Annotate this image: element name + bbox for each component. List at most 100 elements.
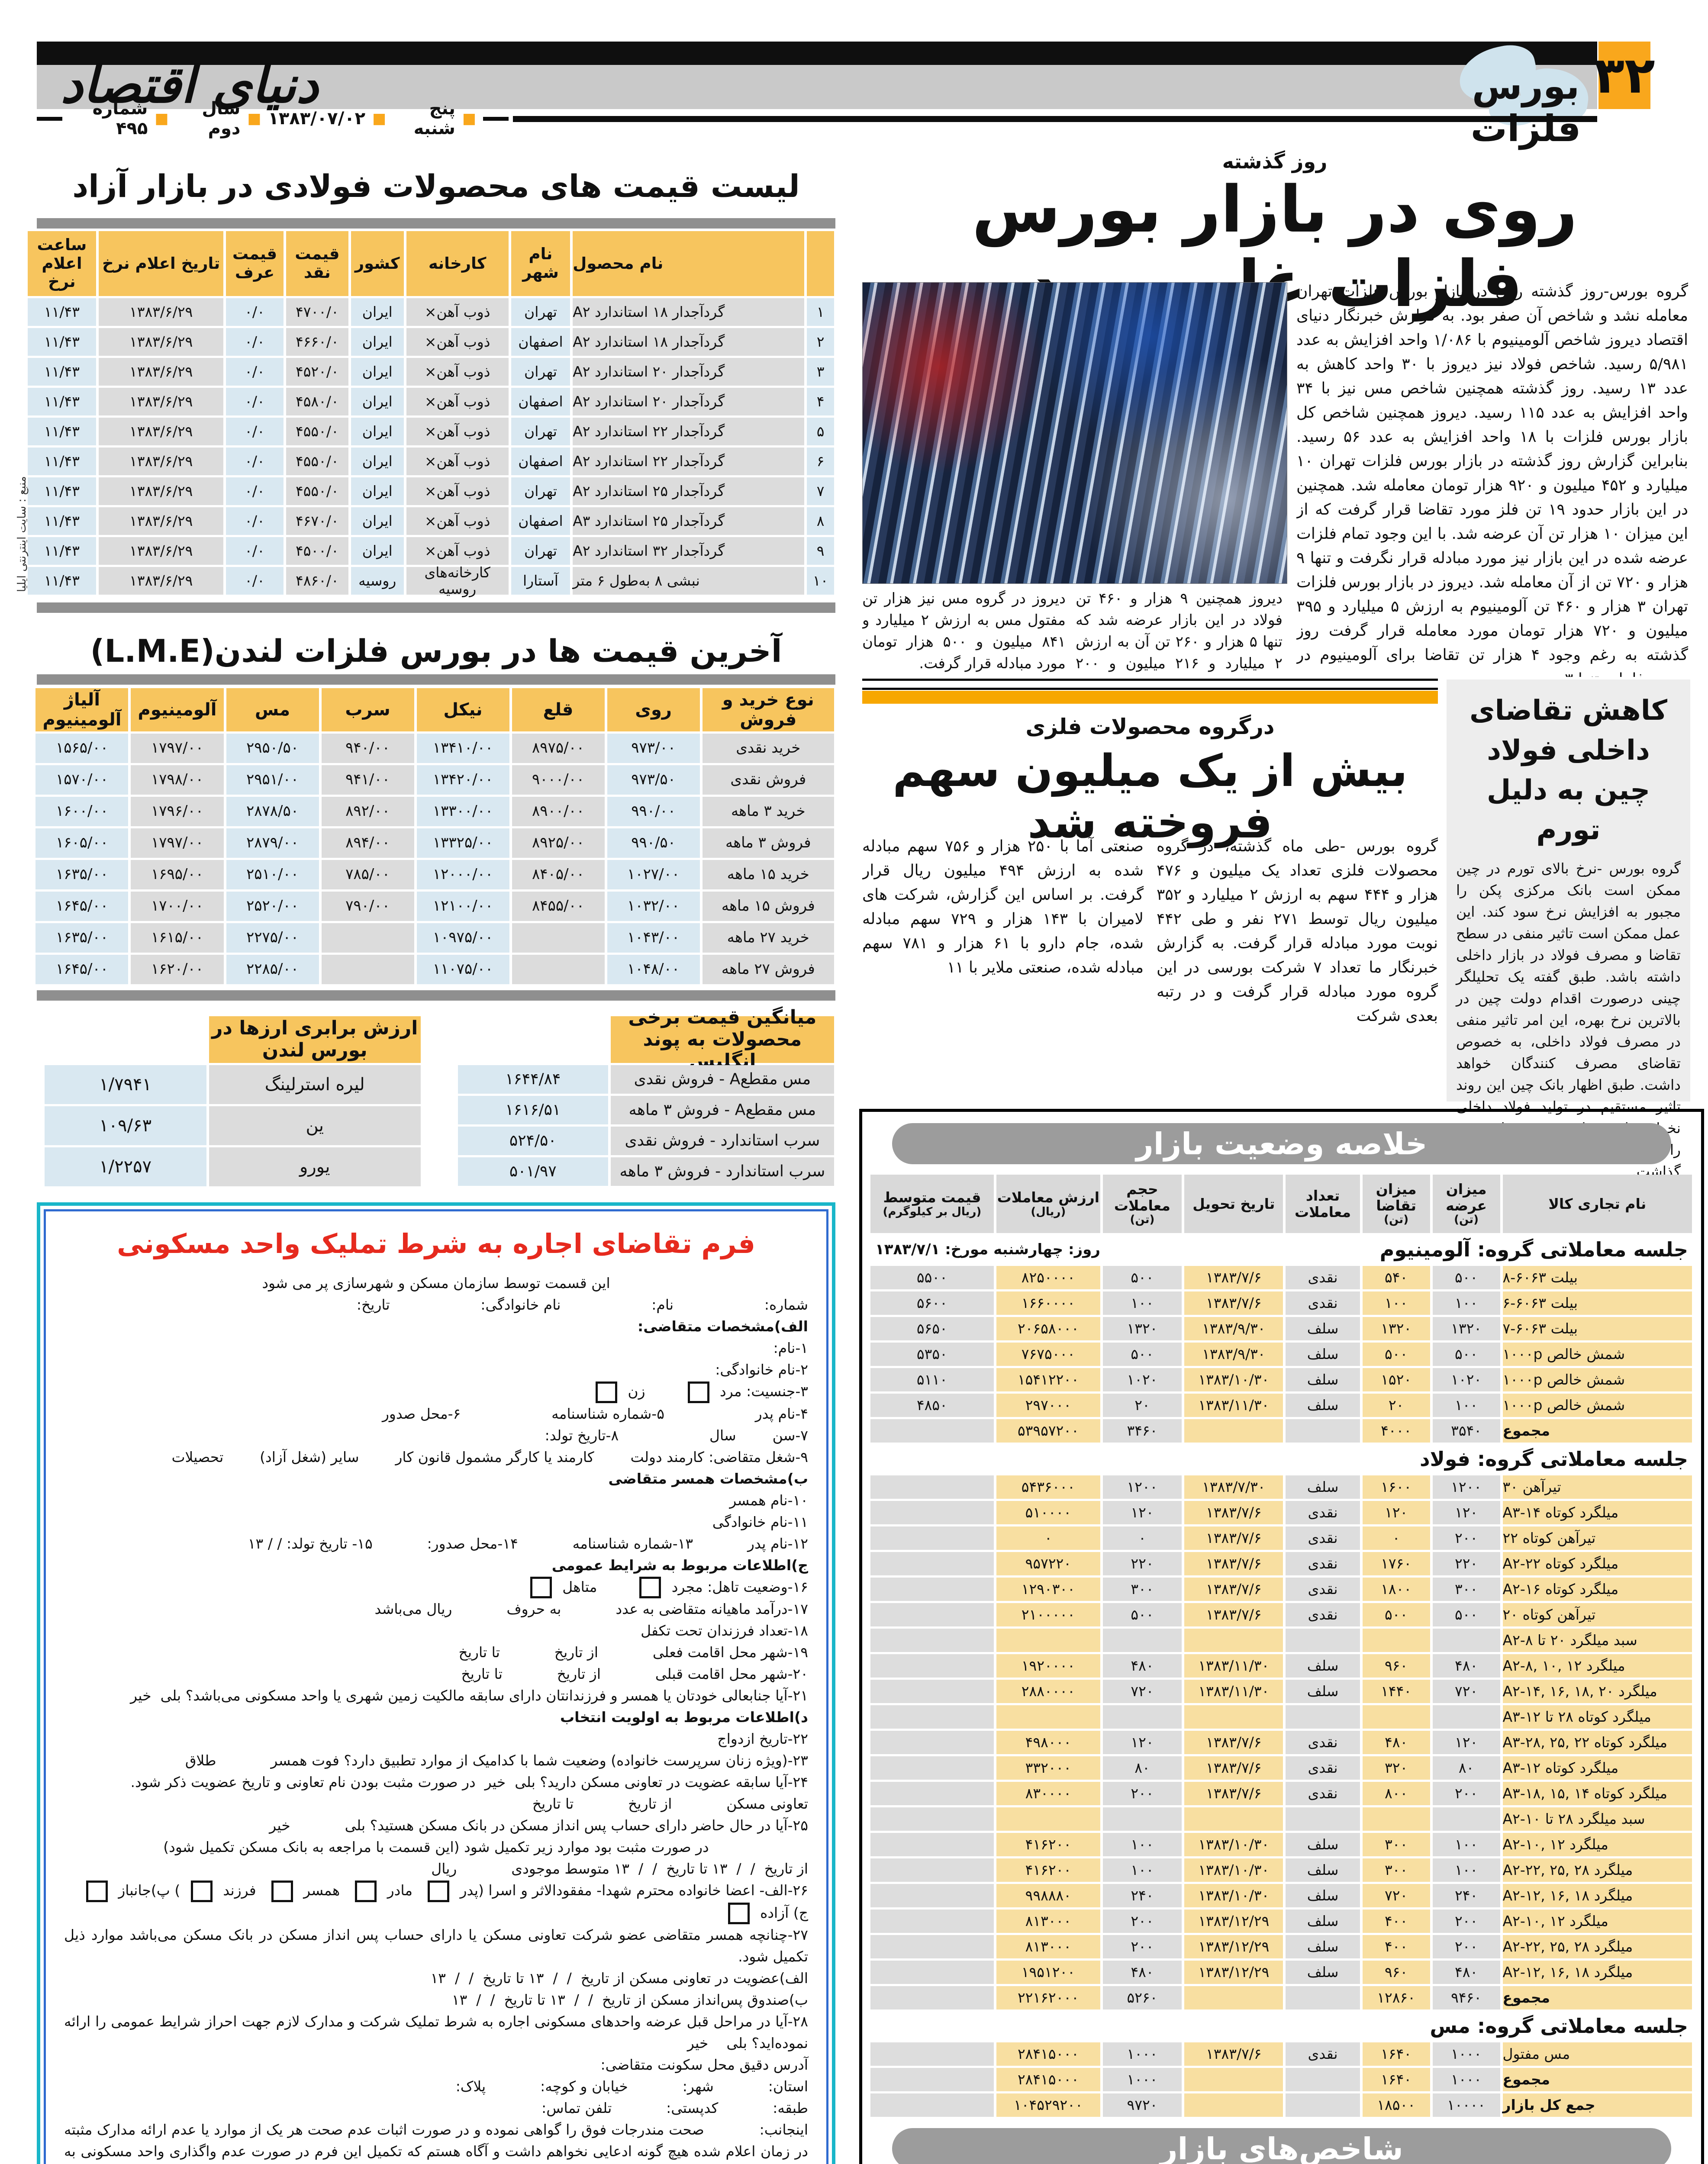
table-row: میلگرد کوتاه ۲۲-A۲ ۲۲۰ ۱۷۶۰ نقدی ۱۳۸۳/۷/۶ ۲۲۰… — [870, 1552, 1693, 1575]
table-cell: میلگرد ۱۸ ,۱۶ ,۱۲-A۲ — [1502, 1884, 1692, 1907]
table-cell: ۱۶۴۵/۰۰ — [35, 955, 129, 984]
table-cell: گردآجدار ۱۸ استاندارد A۲ — [573, 298, 805, 326]
table-cell: میلگرد کوتاه ۱۲-A۳ — [1502, 1756, 1692, 1780]
checkbox[interactable] — [355, 1880, 377, 1902]
checkbox[interactable] — [428, 1880, 450, 1902]
table-cell: ۱۷۹۷/۰۰ — [131, 734, 224, 763]
table-cell: ۳۰۰ — [1362, 1833, 1430, 1856]
table-cell: ۹۴۰/۰۰ — [321, 734, 414, 763]
table-cell: ایران — [351, 328, 404, 356]
table-cell — [321, 955, 414, 984]
checkbox[interactable] — [530, 1577, 552, 1598]
table-cell: روسیه — [351, 567, 404, 595]
table-cell: میلگرد کوتاه ۱۴-A۳ — [1502, 1501, 1692, 1524]
table-cell: تهران — [511, 298, 570, 326]
table-cell — [870, 1910, 994, 1933]
divider-strip — [37, 218, 835, 229]
table-cell — [512, 923, 605, 953]
table-cell: ایران — [351, 388, 404, 415]
table-cell: ۱۶۴۵/۰۰ — [35, 892, 129, 921]
header-rule — [513, 116, 1597, 122]
table-cell: میلگرد کوتاه ۱۴ ,۱۵ ,۱۸-A۳ — [1502, 1782, 1692, 1805]
table-cell: ۱۳۴۲۰/۰۰ — [416, 765, 509, 795]
checkbox[interactable] — [728, 1903, 750, 1924]
table-cell: ۱۱/۴۳ — [27, 418, 97, 445]
steel-table-body: ۱ گردآجدار ۱۸ استاندارد A۲ تهران ذوب آهن× ای… — [27, 298, 835, 597]
checkbox[interactable] — [271, 1880, 293, 1902]
table-cell: ۶ — [807, 448, 834, 475]
table-cell: اصفهان — [511, 507, 570, 535]
table-cell: ۰/۰ — [226, 358, 284, 386]
table-cell: سلف — [1286, 1833, 1360, 1856]
avg-products-table: میانگین قیمت برخی محصولات به پوند انگلیس… — [450, 1006, 835, 1188]
table-cell: ۱۳۸۳/۶/۲۹ — [99, 507, 224, 535]
table-cell: ۱۲۱۰۰/۰۰ — [416, 892, 509, 921]
column-header: نام تجاری کالا — [1502, 1175, 1692, 1233]
table-row: ین ۱۰۹/۶۳ — [37, 1106, 422, 1145]
table-cell — [996, 1807, 1100, 1831]
table-row: ۹ گردآجدار ۳۲ استاندارد A۲ تهران ذوب آهن× ای… — [27, 537, 835, 565]
table-cell: تیرآهن کوتاه ۲۰ — [1502, 1603, 1692, 1626]
form-line: د)اطلاعات مربوط به اولویت انتخاب — [560, 1709, 808, 1726]
table-row: سرب استاندارد - فروش نقدی ۵۲۴/۵۰ — [450, 1127, 835, 1155]
table-cell: ایران — [351, 448, 404, 475]
table-cell: خرید ۲۷ ماهه — [702, 923, 834, 953]
column-header: نیکل — [416, 688, 509, 731]
table-cell: ۱۳۸۳/۹/۳۰ — [1184, 1317, 1283, 1340]
table-cell: ۱۵۷۰/۰۰ — [35, 765, 129, 795]
table-cell: ۱۶۱۵/۰۰ — [131, 923, 224, 953]
table-cell: ذوب آهن× — [406, 328, 509, 356]
table-cell — [1184, 1807, 1283, 1831]
table-cell: ۱۶۴۰ — [1362, 2068, 1430, 2091]
table-cell: ۸۳۰۰۰۰ — [996, 1782, 1100, 1805]
checkbox[interactable] — [687, 1381, 709, 1403]
table-cell: ذوب آهن× — [406, 448, 509, 475]
form-line: ۳-جنسیت: مرد زن — [64, 1381, 808, 1403]
checkbox[interactable] — [190, 1880, 213, 1902]
table-cell: ۸۱۳۰۰۰ — [996, 1935, 1100, 1958]
table-cell: ۰/۰ — [226, 537, 284, 565]
table-cell — [870, 1475, 994, 1499]
table-cell: ۱۳۸۳/۷/۶ — [1184, 1291, 1283, 1315]
table-cell: ۱۷۹۶/۰۰ — [131, 797, 224, 826]
table-cell: تهران — [511, 358, 570, 386]
table-cell: مجموع — [1502, 2068, 1692, 2091]
table-cell: ۴۹۸۰۰۰ — [996, 1731, 1100, 1754]
form-line: شماره: نام: نام خانوادگی: تاریخ: — [356, 1296, 808, 1313]
table-row: میلگرد کوتاه ۱۴ ,۱۵ ,۱۸-A۳ ۲۰۰ ۸۰۰ نقدی ۱۳۸۳… — [870, 1782, 1693, 1805]
table-row: بیلت ۶۰۶۳-۸ ۵۰۰ ۵۴۰ نقدی ۱۳۸۳/۷/۶ ۵۰۰ ۸۲۵۰۰۰۰ ۵… — [870, 1266, 1693, 1289]
table-cell: ۱۳۸۳/۷/۶ — [1184, 1552, 1283, 1575]
checkbox[interactable] — [639, 1577, 661, 1598]
table-cell: ۱۶۱۶/۵۱ — [458, 1096, 608, 1124]
table-cell: ۱۶۶۰۰۰۰ — [996, 1291, 1100, 1315]
table-cell: ۱۳۸۳/۷/۶ — [1184, 1756, 1283, 1780]
table-cell: ۵۰۰ — [1432, 1266, 1500, 1289]
table-cell: ایران — [351, 507, 404, 535]
checkbox[interactable] — [595, 1381, 617, 1403]
table-cell: ۱۳۸۳/۱۱/۳۰ — [1184, 1680, 1283, 1703]
table-cell: ۱۲۰۰ — [1432, 1475, 1500, 1499]
table-cell: ۴۸۵۰ — [870, 1394, 994, 1417]
steel-table-title: لیست قیمت های محصولات فولادی در بازار آز… — [72, 168, 800, 204]
table-cell: ۳۵۴۰ — [1432, 1419, 1500, 1443]
table-cell: ایران — [351, 358, 404, 386]
table-cell: ۹۶۰ — [1362, 1654, 1430, 1678]
column-header: حجم معاملات (تن) — [1102, 1175, 1182, 1233]
table-cell: ۵۰۰ — [1362, 1603, 1430, 1626]
table-cell: ۱/۷۹۴۱ — [44, 1065, 206, 1104]
table-cell: ۴۵۵۰/۰ — [286, 477, 348, 505]
table-cell: ۱۳۳۲۵/۰۰ — [416, 828, 509, 858]
table-row: بیلت ۶۰۶۳-۶ ۱۰۰ ۱۰۰ نقدی ۱۳۸۳/۷/۶ ۱۰۰ ۱۶۶۰۰۰۰ ۵… — [870, 1291, 1693, 1315]
lme-table-title: آخرین قیمت ها در بورس فلزات لندن(L.M.E) — [90, 633, 782, 669]
table-cell: ۱۰۹۷۵/۰۰ — [416, 923, 509, 953]
table-cell: ذوب آهن× — [406, 418, 509, 445]
table-cell: ۲۰۰ — [1102, 1782, 1182, 1805]
table-cell: ۱۳۸۳/۶/۲۹ — [99, 537, 224, 565]
table-cell — [1362, 1807, 1430, 1831]
table-cell: ۱۳۸۳/۶/۲۹ — [99, 448, 224, 475]
table-cell: ۰/۰ — [226, 418, 284, 445]
checkbox[interactable] — [86, 1880, 108, 1902]
table-cell: ۸۴۵۵/۰۰ — [512, 892, 605, 921]
table-cell: ذوب آهن× — [406, 358, 509, 386]
table-cell: سلف — [1286, 1910, 1360, 1933]
